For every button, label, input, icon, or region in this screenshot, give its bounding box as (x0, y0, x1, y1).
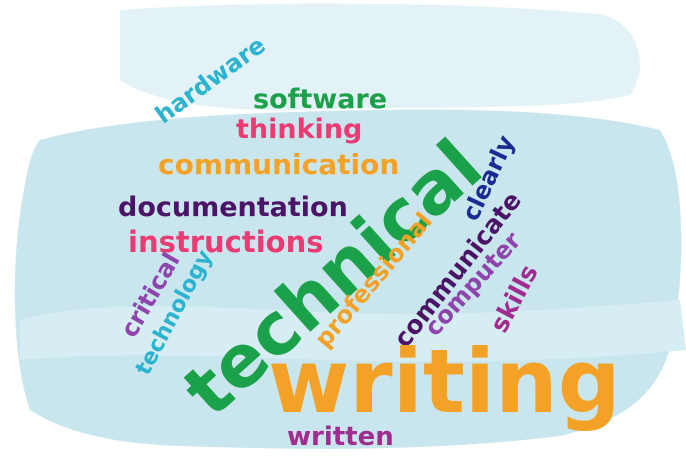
word-thinking: thinking (236, 114, 363, 145)
brush-stroke-main (14, 109, 682, 449)
word-written: written (287, 422, 394, 452)
word-instructions: instructions (128, 225, 324, 259)
brush-stroke-top (120, 3, 640, 111)
word-communication: communication (158, 148, 400, 181)
word-software: software (253, 84, 388, 115)
word-writing: writing (268, 330, 621, 433)
word-documentation: documentation (118, 192, 348, 223)
brush-stroke-lower (20, 300, 686, 362)
